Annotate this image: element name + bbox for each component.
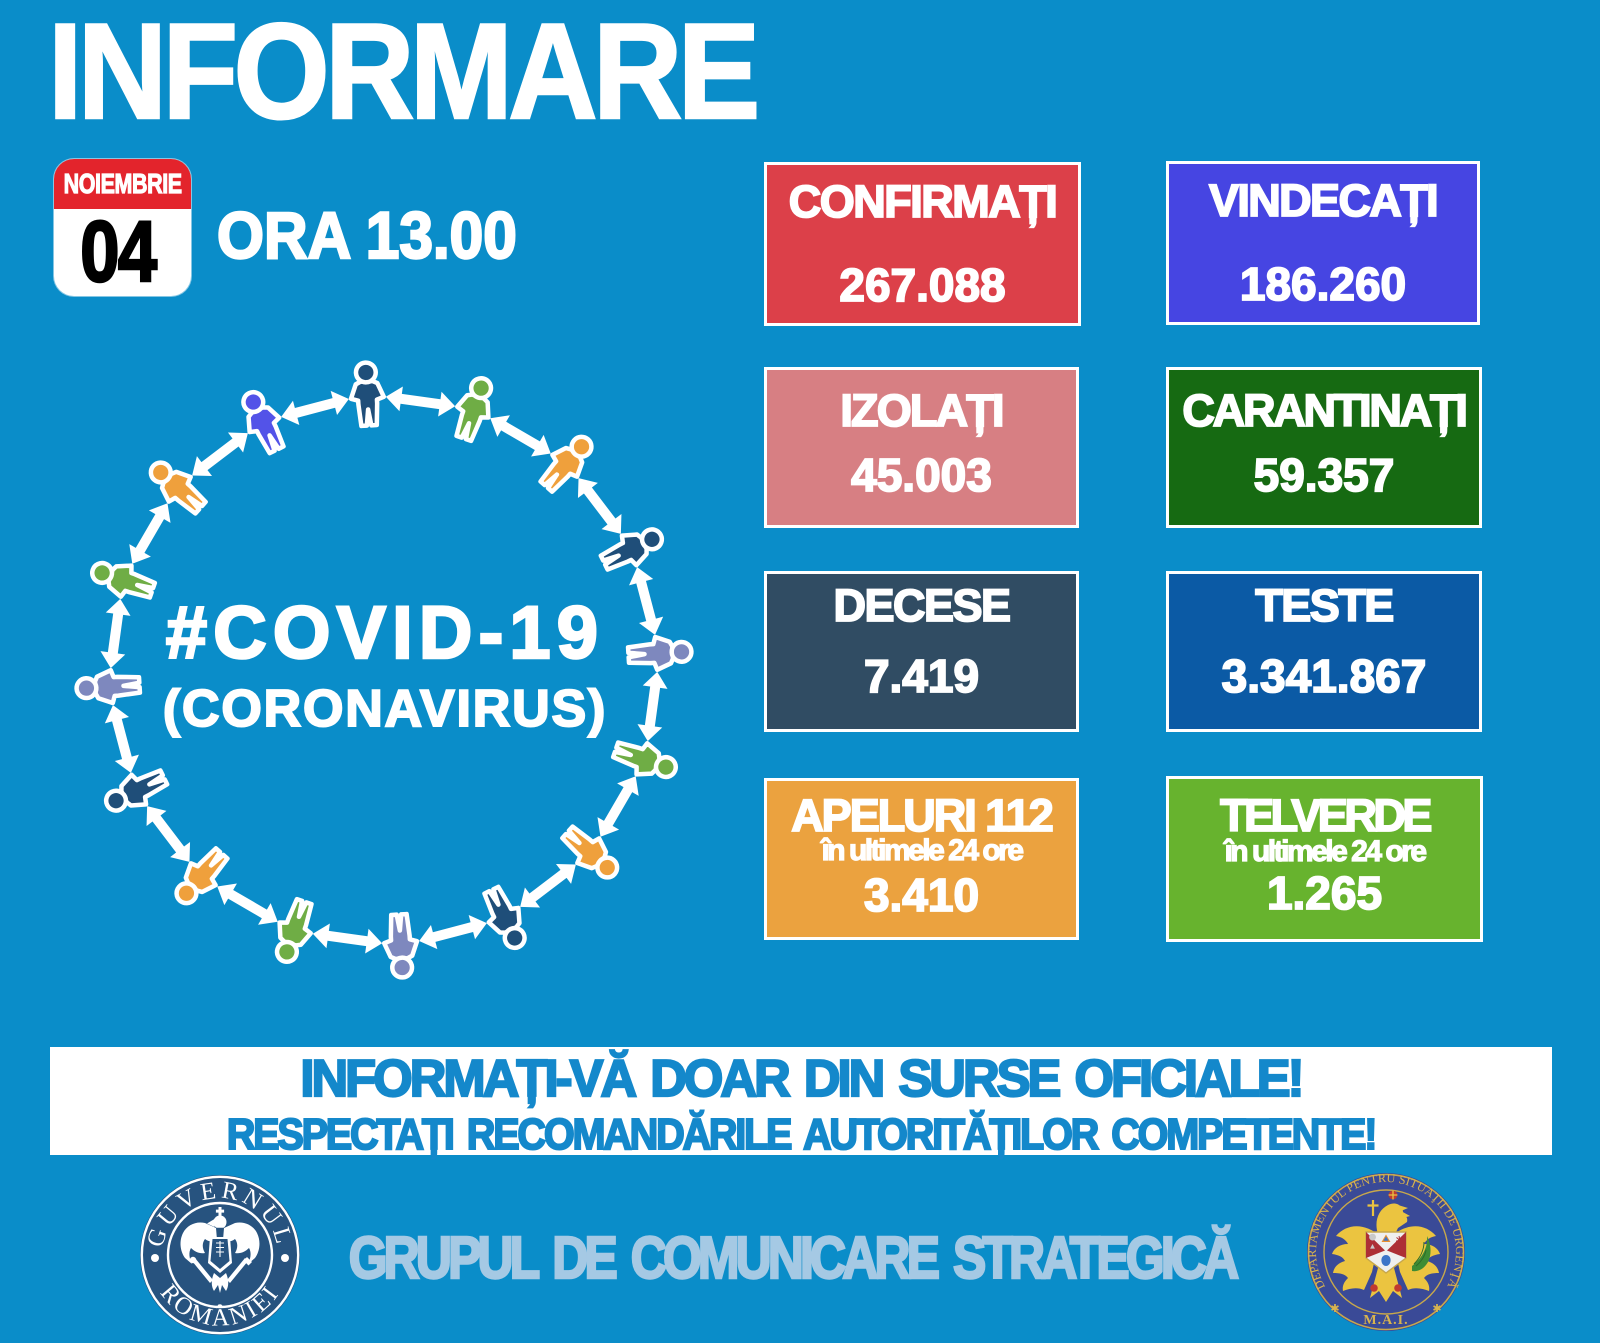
svg-text:M.A.I.: M.A.I. <box>1363 1313 1408 1328</box>
svg-text:✱: ✱ <box>1432 1303 1441 1315</box>
svg-text:✱: ✱ <box>1330 1303 1339 1315</box>
